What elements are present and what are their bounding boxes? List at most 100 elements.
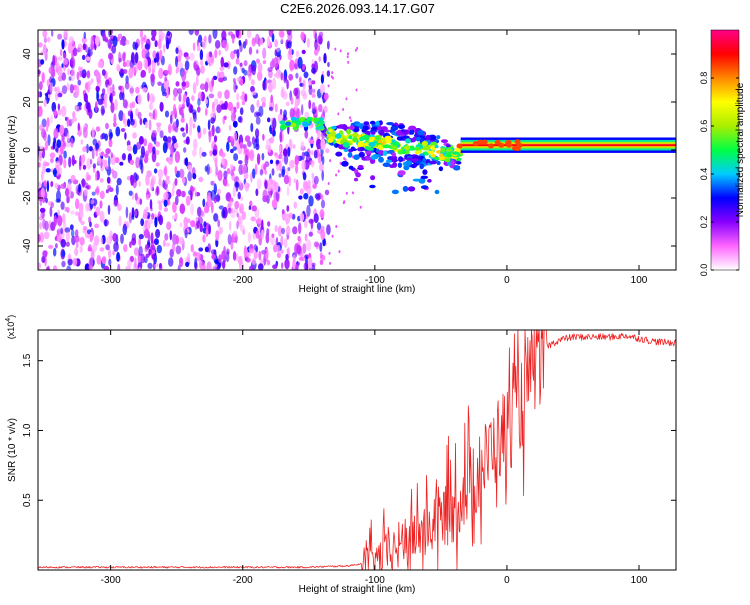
noise-blob [323, 52, 327, 64]
noise-blob [233, 66, 238, 75]
noise-blob [187, 218, 191, 223]
noise-blob [185, 195, 191, 206]
noise-blob [255, 143, 260, 151]
noise-blob [199, 223, 203, 233]
noise-blob [261, 228, 264, 240]
noise-blob [288, 47, 293, 56]
noise-blob [208, 34, 212, 44]
noise-blob [301, 159, 306, 171]
noise-blob [255, 116, 261, 125]
noise-blob [92, 163, 97, 169]
noise-blob [112, 83, 115, 93]
noise-blob [38, 262, 41, 269]
noise-blob [70, 210, 75, 215]
noise-blob [218, 128, 221, 133]
noise-blob [238, 255, 243, 266]
noise-blob [289, 59, 295, 71]
noise-blob [286, 79, 289, 90]
noise-blob [181, 81, 186, 87]
tail-blob [455, 161, 462, 165]
noise-blob [275, 69, 281, 79]
noise-blob [326, 224, 331, 236]
noise-blob [156, 238, 159, 245]
noise-blob [95, 142, 100, 150]
noise-blob [307, 257, 313, 269]
tail-blob [390, 125, 399, 131]
noise-blob [117, 33, 123, 39]
noise-blob [105, 122, 109, 130]
noise-blob [147, 92, 150, 102]
tail-blob [407, 186, 416, 192]
noise-blob [74, 235, 80, 243]
tail-blob [353, 177, 359, 182]
noise-blob [122, 223, 128, 236]
noise-blob [160, 32, 166, 38]
noise-blob [96, 79, 102, 87]
noise-blob [192, 123, 196, 129]
tail-blob [384, 135, 392, 140]
noise-blob [69, 224, 74, 231]
carrier-blob [456, 143, 463, 149]
tail-blob [369, 120, 376, 125]
noise-blob [283, 109, 287, 118]
noise-blob [246, 252, 251, 258]
noise-blob [301, 104, 304, 116]
noise-blob [196, 206, 202, 217]
noise-blob [281, 209, 285, 215]
noise-blob [201, 151, 207, 157]
noise-blob [80, 220, 85, 226]
noise-blob [47, 93, 51, 99]
noise-blob [272, 264, 278, 270]
noise-blob [191, 95, 195, 102]
noise-blob [197, 216, 203, 225]
noise-blob [279, 130, 283, 143]
noise-blob [165, 242, 171, 247]
noise-blob [49, 206, 53, 218]
noise-blob [312, 88, 316, 94]
noise-blob [97, 156, 102, 165]
snr-x-label: Height of straight line (km) [299, 584, 416, 595]
noise-blob [249, 200, 253, 207]
noise-blob [192, 82, 197, 94]
colorbar-label: Normalized spectral amplitude [735, 82, 746, 217]
tail-blob [382, 162, 391, 168]
noise-blob [180, 127, 185, 132]
noise-blob [286, 30, 292, 36]
noise-blob [113, 113, 117, 125]
noise-speck [339, 49, 342, 53]
noise-blob [107, 39, 112, 49]
noise-blob [135, 86, 140, 94]
noise-blob [254, 33, 260, 45]
noise-blob [319, 252, 323, 259]
tail-blob [397, 162, 403, 168]
noise-blob [192, 172, 197, 180]
noise-blob [238, 160, 243, 165]
noise-blob [228, 124, 232, 131]
noise-blob [95, 85, 100, 93]
noise-blob [114, 157, 120, 164]
noise-blob [163, 78, 170, 90]
noise-blob [246, 69, 252, 77]
noise-blob [80, 139, 84, 145]
noise-blob [208, 93, 215, 99]
noise-blob [218, 226, 223, 235]
noise-blob [145, 194, 150, 201]
tail-blob [359, 136, 364, 142]
noise-blob [256, 99, 260, 108]
noise-blob [70, 69, 76, 82]
tail-blob [391, 131, 397, 136]
noise-blob [266, 259, 271, 266]
noise-blob [131, 233, 137, 241]
noise-blob [159, 49, 163, 60]
tail-blob [404, 145, 411, 151]
tail-blob [371, 131, 376, 135]
noise-blob [66, 82, 70, 91]
noise-blob [103, 93, 108, 102]
noise-blob [258, 234, 263, 246]
tail-blob [422, 157, 427, 164]
noise-blob [84, 82, 89, 91]
tail-blob [445, 151, 453, 158]
noise-blob [163, 167, 167, 176]
noise-blob [230, 148, 234, 154]
noise-blob [97, 98, 104, 106]
